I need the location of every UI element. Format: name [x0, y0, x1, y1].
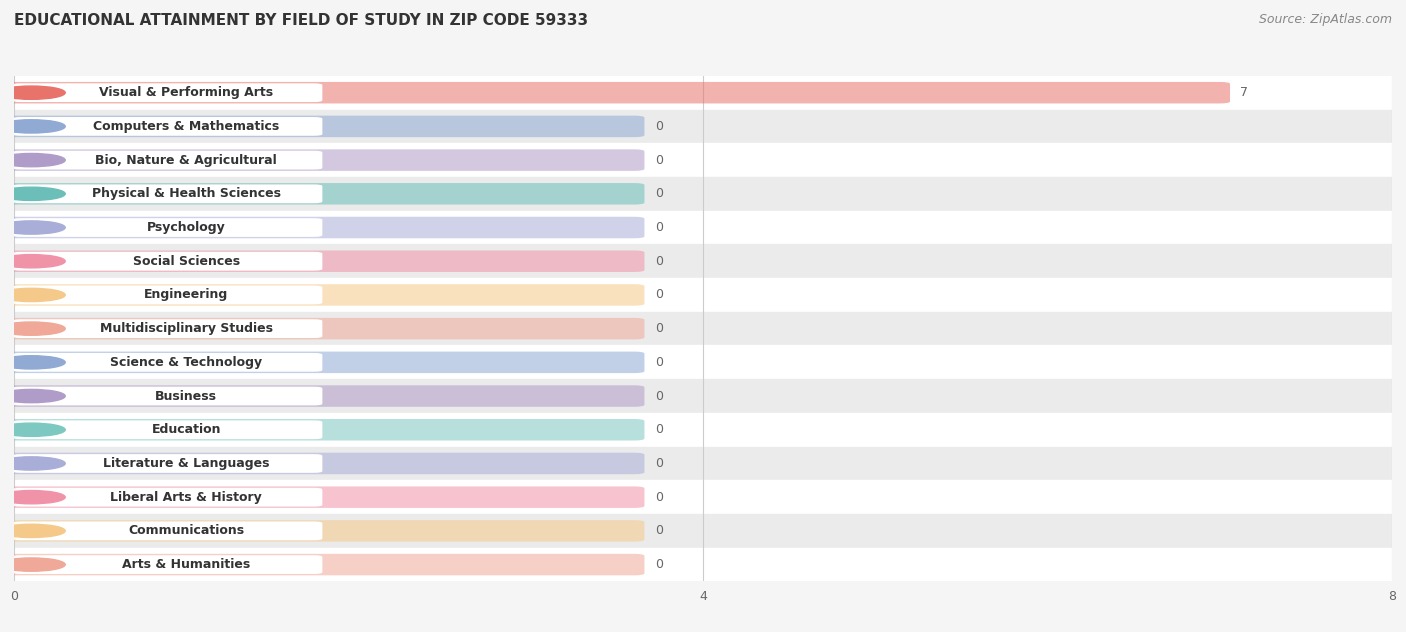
FancyBboxPatch shape	[4, 250, 644, 272]
Bar	[14, 312, 1392, 346]
FancyBboxPatch shape	[13, 185, 322, 203]
FancyBboxPatch shape	[4, 183, 644, 205]
Bar	[14, 480, 1392, 514]
Circle shape	[0, 457, 65, 470]
FancyBboxPatch shape	[4, 318, 644, 339]
Text: Source: ZipAtlas.com: Source: ZipAtlas.com	[1258, 13, 1392, 26]
FancyBboxPatch shape	[4, 453, 644, 474]
Circle shape	[0, 423, 65, 437]
Bar	[14, 379, 1392, 413]
FancyBboxPatch shape	[13, 286, 322, 304]
Text: Psychology: Psychology	[146, 221, 226, 234]
Text: Communications: Communications	[128, 525, 245, 537]
Text: Physical & Health Sciences: Physical & Health Sciences	[91, 187, 281, 200]
Bar	[14, 177, 1392, 210]
FancyBboxPatch shape	[13, 319, 322, 338]
Bar	[14, 278, 1392, 312]
Circle shape	[0, 389, 65, 403]
Bar	[14, 346, 1392, 379]
Text: 0: 0	[655, 221, 662, 234]
Bar	[14, 76, 1392, 109]
FancyBboxPatch shape	[4, 419, 644, 441]
Text: Liberal Arts & History: Liberal Arts & History	[111, 490, 262, 504]
Text: 0: 0	[655, 322, 662, 335]
Bar	[14, 548, 1392, 581]
FancyBboxPatch shape	[13, 521, 322, 540]
FancyBboxPatch shape	[4, 351, 644, 373]
Text: 0: 0	[655, 490, 662, 504]
FancyBboxPatch shape	[13, 252, 322, 270]
Bar	[14, 514, 1392, 548]
Circle shape	[0, 154, 65, 167]
Text: 7: 7	[1240, 86, 1249, 99]
Text: EDUCATIONAL ATTAINMENT BY FIELD OF STUDY IN ZIP CODE 59333: EDUCATIONAL ATTAINMENT BY FIELD OF STUDY…	[14, 13, 588, 28]
FancyBboxPatch shape	[13, 387, 322, 405]
Text: Science & Technology: Science & Technology	[110, 356, 263, 369]
FancyBboxPatch shape	[4, 520, 644, 542]
Bar	[14, 413, 1392, 447]
FancyBboxPatch shape	[4, 116, 644, 137]
Circle shape	[0, 558, 65, 571]
FancyBboxPatch shape	[4, 149, 644, 171]
FancyBboxPatch shape	[4, 386, 644, 407]
FancyBboxPatch shape	[4, 82, 1230, 104]
Circle shape	[0, 119, 65, 133]
FancyBboxPatch shape	[13, 151, 322, 169]
Text: 0: 0	[655, 457, 662, 470]
FancyBboxPatch shape	[4, 284, 644, 306]
FancyBboxPatch shape	[13, 83, 322, 102]
Text: Visual & Performing Arts: Visual & Performing Arts	[100, 86, 273, 99]
FancyBboxPatch shape	[4, 554, 644, 575]
Circle shape	[0, 322, 65, 336]
FancyBboxPatch shape	[13, 488, 322, 506]
Circle shape	[0, 221, 65, 234]
FancyBboxPatch shape	[4, 217, 644, 238]
Text: Arts & Humanities: Arts & Humanities	[122, 558, 250, 571]
Text: Education: Education	[152, 423, 221, 436]
Text: Engineering: Engineering	[145, 288, 228, 301]
Circle shape	[0, 288, 65, 301]
Text: Business: Business	[155, 389, 218, 403]
Text: 0: 0	[655, 356, 662, 369]
Text: 0: 0	[655, 525, 662, 537]
Circle shape	[0, 524, 65, 538]
FancyBboxPatch shape	[13, 420, 322, 439]
FancyBboxPatch shape	[13, 117, 322, 136]
FancyBboxPatch shape	[13, 454, 322, 473]
FancyBboxPatch shape	[13, 353, 322, 372]
Text: 0: 0	[655, 187, 662, 200]
Text: Computers & Mathematics: Computers & Mathematics	[93, 120, 280, 133]
FancyBboxPatch shape	[13, 556, 322, 574]
Circle shape	[0, 356, 65, 369]
FancyBboxPatch shape	[13, 218, 322, 237]
Circle shape	[0, 490, 65, 504]
FancyBboxPatch shape	[4, 487, 644, 508]
Bar	[14, 109, 1392, 143]
Text: 0: 0	[655, 255, 662, 268]
Text: Bio, Nature & Agricultural: Bio, Nature & Agricultural	[96, 154, 277, 167]
Circle shape	[0, 86, 65, 99]
Text: Social Sciences: Social Sciences	[132, 255, 240, 268]
Circle shape	[0, 255, 65, 268]
Text: 0: 0	[655, 154, 662, 167]
Text: Literature & Languages: Literature & Languages	[103, 457, 270, 470]
Bar	[14, 210, 1392, 245]
Text: 0: 0	[655, 389, 662, 403]
Text: 0: 0	[655, 288, 662, 301]
Bar	[14, 143, 1392, 177]
Bar	[14, 447, 1392, 480]
Text: 0: 0	[655, 423, 662, 436]
Text: Multidisciplinary Studies: Multidisciplinary Studies	[100, 322, 273, 335]
Text: 0: 0	[655, 120, 662, 133]
Circle shape	[0, 187, 65, 200]
Bar	[14, 245, 1392, 278]
Text: 0: 0	[655, 558, 662, 571]
